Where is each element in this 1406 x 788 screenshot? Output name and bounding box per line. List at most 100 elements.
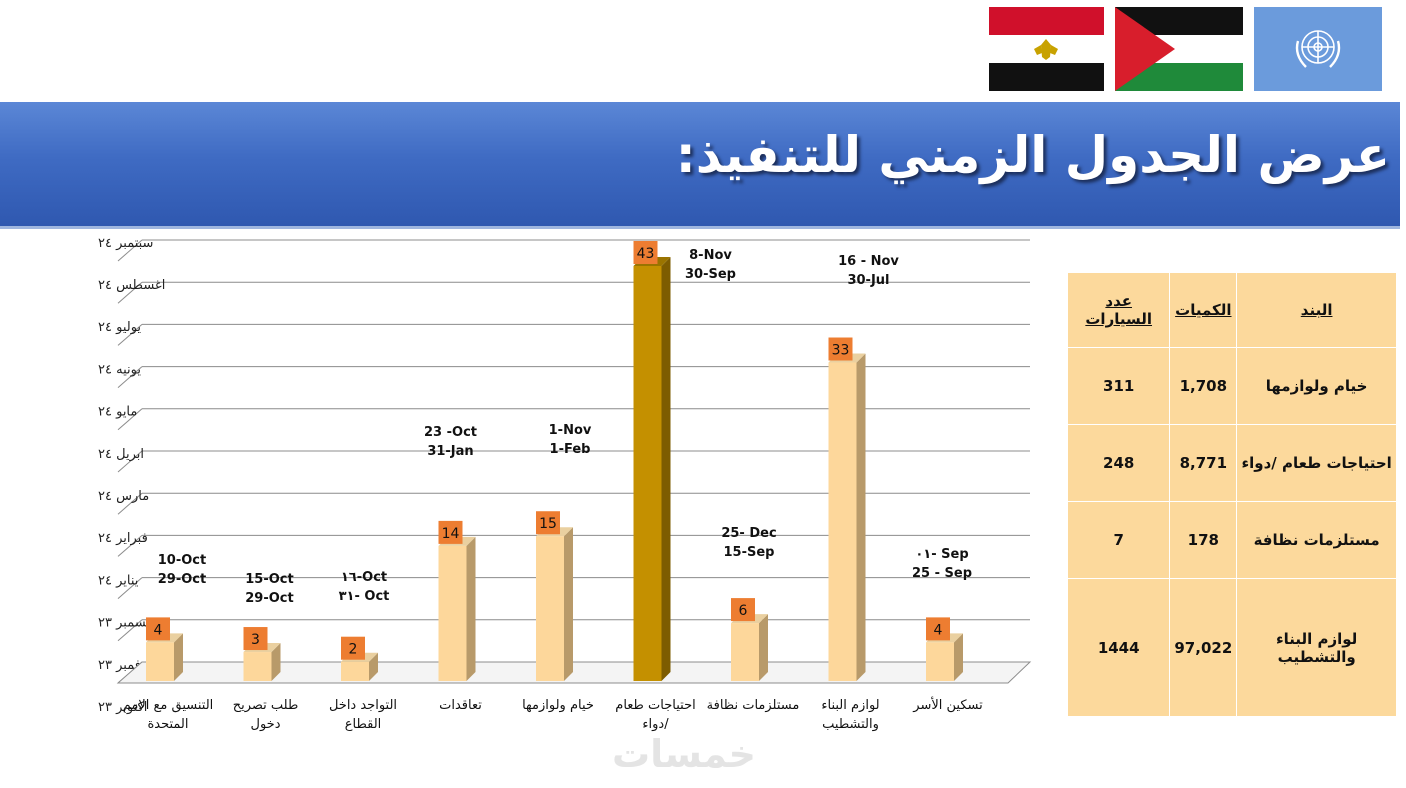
date-annotation: 1-Nov <box>549 423 592 438</box>
table-row: مستلزمات نظافة 178 7 <box>1066 501 1397 580</box>
bar <box>438 545 467 681</box>
data-label-box <box>146 617 170 641</box>
bar-side <box>856 353 866 681</box>
bar <box>341 661 369 681</box>
bar-side <box>564 527 573 681</box>
row-item: خيام ولوازمها <box>1236 346 1397 426</box>
un-emblem-icon <box>1295 30 1341 68</box>
date-annotation: 23 -Oct <box>424 425 477 440</box>
date-annotation: 10-Oct <box>158 553 206 568</box>
row-quantity: 8,771 <box>1169 424 1238 503</box>
header-item: البند <box>1236 272 1397 348</box>
data-label-box <box>731 598 755 622</box>
category-label: خيام ولوازمها <box>522 698 594 713</box>
category-label: المتحدة <box>147 717 188 732</box>
grid-line-diag <box>117 239 143 262</box>
date-annotation: 29-Oct <box>158 572 206 587</box>
grid-line-diag <box>117 281 143 304</box>
category-label: /دواء <box>642 717 669 732</box>
category-label: طلب تصريح <box>233 698 299 713</box>
data-label-box <box>926 617 950 641</box>
row-item: احتياجات طعام /دواء <box>1236 424 1397 503</box>
y-tick-label: ديسمبر ٢٣ <box>98 616 156 631</box>
y-tick-label: يوليو ٢٤ <box>98 320 141 335</box>
bar <box>828 362 857 681</box>
data-label: 2 <box>349 642 358 658</box>
data-label: 4 <box>934 622 943 638</box>
date-annotation: 8-Nov <box>689 248 732 263</box>
palestine-flag <box>1115 7 1243 91</box>
row-vehicles: 7 <box>1066 501 1171 580</box>
y-tick-label: فبراير ٢٤ <box>98 531 148 546</box>
grid-line-diag <box>117 324 143 346</box>
data-label: 4 <box>154 622 163 638</box>
date-annotation: 15-Oct <box>245 572 293 587</box>
data-label: 3 <box>251 632 260 648</box>
grid-line-diag <box>117 492 143 515</box>
date-annotation: 30-Jul <box>847 273 889 288</box>
summary-table: البند الكميات عدد السيارات خيام ولوازمها… <box>1066 272 1397 717</box>
y-tick-label: يونيه ٢٤ <box>98 362 141 377</box>
eagle-icon <box>1034 39 1058 60</box>
header-quantity: الكميات <box>1169 272 1238 348</box>
row-vehicles: 248 <box>1066 424 1171 503</box>
date-annotation: ١٦-Oct <box>341 570 387 585</box>
date-annotation: ٠١- Sep <box>915 547 968 562</box>
y-tick-label: اغسطس ٢٤ <box>98 278 165 293</box>
bar-side <box>369 652 378 681</box>
data-label-box <box>828 337 853 361</box>
grid-line-diag <box>117 535 143 557</box>
y-tick-label: مايو ٢٤ <box>98 405 137 420</box>
grid-line-diag <box>117 366 143 388</box>
data-label-box <box>341 636 365 660</box>
bar-side <box>954 633 963 681</box>
bar <box>633 266 662 681</box>
row-vehicles: 1444 <box>1066 578 1171 717</box>
table-row: لوازم البناء والتشطيب 97,022 1444 <box>1066 578 1397 717</box>
category-label: والتشطيب <box>822 717 879 732</box>
y-tick-label: يناير ٢٤ <box>98 573 139 588</box>
y-tick-label: ابريل ٢٤ <box>98 447 144 462</box>
data-label-box <box>536 511 560 535</box>
y-tick-label: مارس ٢٤ <box>98 489 149 504</box>
data-label-box <box>243 627 268 651</box>
row-vehicles: 311 <box>1066 346 1171 426</box>
date-annotation: 31-Jan <box>427 444 473 459</box>
egypt-flag <box>989 7 1104 91</box>
date-annotation: 25 - Sep <box>912 566 972 581</box>
bar-side <box>271 643 281 681</box>
data-label: 33 <box>832 343 850 359</box>
bar <box>536 536 564 681</box>
y-tick-label: اكتوبر ٢٣ <box>98 700 147 715</box>
data-label: 15 <box>539 516 557 532</box>
category-label: التنسيق مع الامم <box>123 698 214 713</box>
data-label: 14 <box>442 526 460 542</box>
category-label: تسكين الأسر <box>912 696 983 713</box>
bar <box>926 642 954 681</box>
row-item: لوازم البناء والتشطيب <box>1236 578 1397 717</box>
row-item: مستلزمات نظافة <box>1236 501 1397 580</box>
row-quantity: 178 <box>1169 501 1238 580</box>
grid-line-diag <box>117 577 143 599</box>
table-row: احتياجات طعام /دواء 8,771 248 <box>1066 424 1397 503</box>
date-annotation: 1-Feb <box>550 442 591 457</box>
header-vehicles: عدد السيارات <box>1066 272 1171 348</box>
category-label: دخول <box>251 717 281 732</box>
category-label: القطاع <box>345 717 382 732</box>
category-label: لوازم البناء <box>821 698 879 713</box>
un-flag <box>1254 7 1382 91</box>
bar-side <box>466 536 476 681</box>
date-annotation: 15-Sep <box>724 545 775 560</box>
y-tick-label: سبتمبر ٢٤ <box>98 236 153 251</box>
date-annotation: 25- Dec <box>721 526 776 541</box>
date-annotation: 30-Sep <box>685 267 736 282</box>
grid-line-diag <box>117 408 143 431</box>
grid-line-diag <box>117 450 143 473</box>
bar-side <box>759 614 768 681</box>
date-annotation: ٣١- Oct <box>339 589 390 604</box>
date-annotation: 16 - Nov <box>838 254 899 269</box>
title-banner: عرض الجدول الزمني للتنفيذ: <box>0 102 1400 229</box>
date-annotation: 29-Oct <box>245 591 293 606</box>
row-quantity: 1,708 <box>1169 346 1238 426</box>
